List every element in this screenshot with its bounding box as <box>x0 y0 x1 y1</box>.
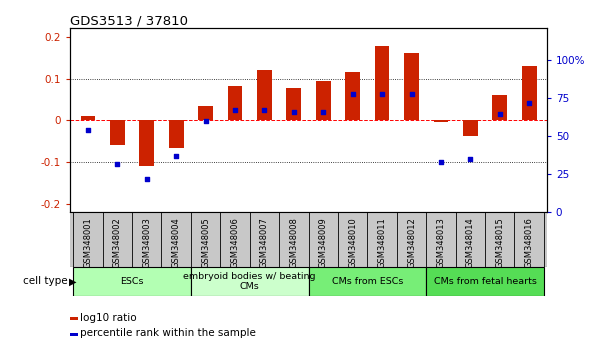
Bar <box>522 66 536 120</box>
Point <box>348 91 357 97</box>
Point <box>407 91 417 97</box>
Point <box>171 153 181 159</box>
Point <box>83 127 93 133</box>
Bar <box>287 88 301 120</box>
Bar <box>463 120 478 136</box>
Bar <box>139 120 154 166</box>
Text: GSM348008: GSM348008 <box>290 217 298 268</box>
Bar <box>309 267 426 296</box>
Bar <box>228 86 243 120</box>
Text: GSM348016: GSM348016 <box>525 217 533 268</box>
Point <box>142 176 152 182</box>
Text: GSM348002: GSM348002 <box>113 217 122 268</box>
Text: CMs from fetal hearts: CMs from fetal hearts <box>434 277 536 286</box>
Text: GSM348009: GSM348009 <box>319 217 327 268</box>
Point <box>260 108 269 113</box>
Point <box>289 109 299 115</box>
Point <box>112 161 122 166</box>
Point <box>377 91 387 97</box>
Text: GDS3513 / 37810: GDS3513 / 37810 <box>70 14 188 27</box>
Text: ESCs: ESCs <box>120 277 144 286</box>
Point <box>466 156 475 162</box>
Point <box>200 118 210 124</box>
Bar <box>375 46 389 120</box>
Text: cell type: cell type <box>23 276 67 286</box>
Bar <box>198 106 213 120</box>
Text: GSM348015: GSM348015 <box>496 217 504 268</box>
Bar <box>169 120 183 148</box>
Bar <box>316 81 331 120</box>
Point <box>318 109 328 115</box>
Text: GSM348004: GSM348004 <box>172 217 181 268</box>
Bar <box>191 267 309 296</box>
Text: GSM348005: GSM348005 <box>201 217 210 268</box>
Text: GSM348003: GSM348003 <box>142 217 152 268</box>
Text: log10 ratio: log10 ratio <box>80 313 137 322</box>
Text: ▶: ▶ <box>69 276 76 286</box>
Point <box>524 100 534 106</box>
Text: GSM348007: GSM348007 <box>260 217 269 268</box>
Point <box>230 108 240 113</box>
Point <box>495 111 505 116</box>
Text: GSM348010: GSM348010 <box>348 217 357 268</box>
Bar <box>110 120 125 145</box>
Bar <box>434 120 448 122</box>
Bar <box>426 267 544 296</box>
Bar <box>81 116 95 120</box>
Text: GSM348001: GSM348001 <box>84 217 92 268</box>
Text: GSM348011: GSM348011 <box>378 217 387 268</box>
Bar <box>404 53 419 120</box>
Bar <box>492 95 507 120</box>
Bar <box>345 72 360 120</box>
Text: embryoid bodies w/ beating
CMs: embryoid bodies w/ beating CMs <box>183 272 316 291</box>
Bar <box>73 267 191 296</box>
Text: GSM348012: GSM348012 <box>407 217 416 268</box>
Text: percentile rank within the sample: percentile rank within the sample <box>80 329 256 338</box>
Bar <box>257 70 272 120</box>
Text: GSM348013: GSM348013 <box>436 217 445 268</box>
Text: CMs from ESCs: CMs from ESCs <box>332 277 403 286</box>
Text: GSM348006: GSM348006 <box>230 217 240 268</box>
Text: GSM348014: GSM348014 <box>466 217 475 268</box>
Point <box>436 159 446 165</box>
